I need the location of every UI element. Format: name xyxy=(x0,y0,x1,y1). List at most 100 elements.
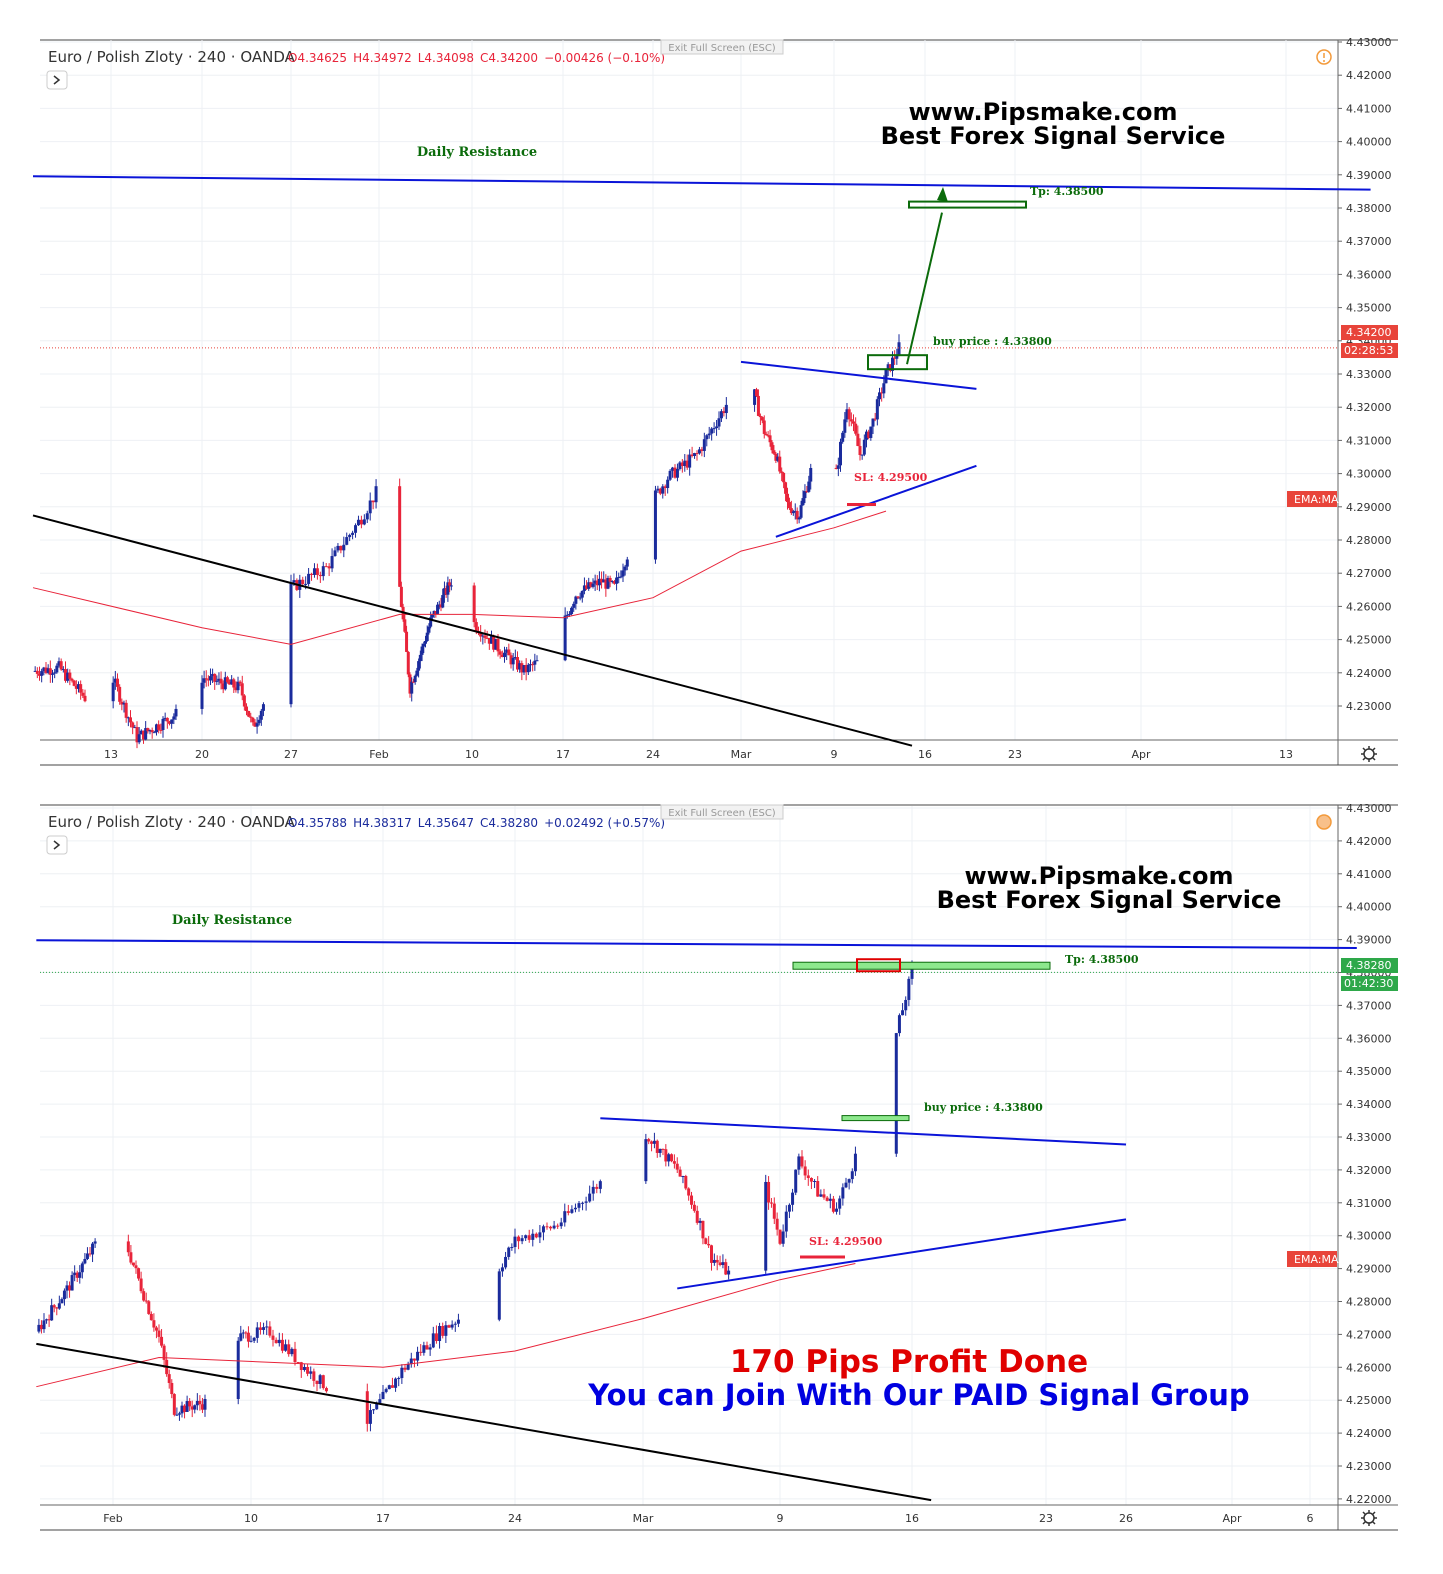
candle-body xyxy=(513,1236,517,1247)
bar-countdown-badge: 02:28:53 xyxy=(1341,343,1398,358)
y-tick-label: 4.41000 xyxy=(1346,102,1392,115)
candle-body xyxy=(149,1313,153,1321)
candle-body xyxy=(139,1278,143,1292)
candle-body xyxy=(48,668,52,675)
candle-body xyxy=(111,682,115,702)
chart-panel-bottom: 4.430004.420004.410004.400004.390004.380… xyxy=(36,802,1398,1531)
candle-body xyxy=(68,1285,72,1291)
y-tick-label: 4.41000 xyxy=(1346,868,1392,881)
candle-body xyxy=(172,1394,176,1415)
candle-body xyxy=(147,1301,151,1314)
candle-body xyxy=(534,1233,538,1238)
alert-clock-icon[interactable] xyxy=(1316,49,1332,65)
candle-body xyxy=(234,687,238,691)
candle-body xyxy=(348,534,352,538)
candle-body xyxy=(262,1327,266,1330)
candle-body xyxy=(142,1291,146,1301)
candle-body xyxy=(277,1339,281,1344)
alert-clock-icon[interactable] xyxy=(1316,814,1332,830)
candle-body xyxy=(472,585,476,623)
candle-body xyxy=(161,718,165,730)
candle-body xyxy=(403,1367,407,1370)
chart-panel-top: 4.43000 4.42000 4.41000 4.40000 4.39000 4.380… xyxy=(32,36,1398,766)
candle-body xyxy=(225,677,229,683)
x-tick-label: 24 xyxy=(508,1512,522,1525)
exit-fullscreen-button[interactable]: Exit Full Screen (ESC) xyxy=(660,804,784,820)
candle-body xyxy=(610,581,614,583)
candle-body xyxy=(520,1238,524,1242)
candle-body xyxy=(174,708,178,717)
settings-button[interactable] xyxy=(1361,1510,1377,1526)
daily-resistance-label: Daily Resistance xyxy=(172,913,292,928)
chevron-right-icon xyxy=(53,840,61,850)
candle-body xyxy=(705,435,709,440)
candle-body xyxy=(424,640,427,644)
x-tick-label: 27 xyxy=(284,748,298,761)
candle-body xyxy=(374,486,378,503)
candle-body xyxy=(865,431,868,440)
candle-body xyxy=(57,1303,61,1309)
candle-body xyxy=(807,481,811,492)
candle-body xyxy=(776,456,780,461)
candle-body xyxy=(666,479,670,489)
brand-tagline: Best Forex Signal Service xyxy=(881,122,1226,150)
candle-body xyxy=(330,556,334,569)
candle-body xyxy=(134,1265,138,1269)
expand-legend-button[interactable] xyxy=(46,70,68,90)
ema-line xyxy=(32,510,887,645)
candle-body xyxy=(809,1177,813,1182)
candle-body xyxy=(671,467,675,471)
candle-body xyxy=(910,967,914,979)
expand-legend-button[interactable] xyxy=(46,835,68,855)
x-tick-label: 17 xyxy=(556,748,570,761)
candle-body xyxy=(406,651,410,675)
candle-body xyxy=(242,695,246,707)
candle-body xyxy=(813,1180,817,1182)
candle-body xyxy=(658,488,662,494)
candle-body xyxy=(839,441,842,466)
candle-body xyxy=(854,423,858,434)
current-price-badge: 4.34200 xyxy=(1341,325,1398,340)
candle-body xyxy=(687,1188,691,1196)
candle-body xyxy=(712,1259,716,1263)
candle-body xyxy=(847,1179,851,1183)
candle-body xyxy=(412,1358,416,1361)
candle-body xyxy=(801,498,805,506)
candle-body xyxy=(168,721,171,724)
y-tick-label: 4.31000 xyxy=(1346,1197,1392,1210)
candle-body xyxy=(503,652,506,658)
candle-body xyxy=(312,1371,316,1381)
candle-body xyxy=(500,1267,504,1272)
y-tick-label: 4.35000 xyxy=(1346,302,1392,315)
y-tick-label: 4.28000 xyxy=(1346,534,1392,547)
candle-body xyxy=(38,673,41,676)
candle-body xyxy=(336,545,340,551)
candle-body xyxy=(858,446,862,456)
candle-body xyxy=(91,1243,95,1255)
y-tick-label: 4.42000 xyxy=(1346,69,1392,82)
candle-body xyxy=(774,453,778,461)
candle-body xyxy=(362,519,366,525)
exit-fullscreen-button[interactable]: Exit Full Screen (ESC) xyxy=(660,39,784,55)
candle-body xyxy=(129,1252,133,1263)
y-tick-label: 4.36000 xyxy=(1346,268,1392,281)
candle-body xyxy=(163,717,167,719)
candle-body xyxy=(487,637,491,644)
candle-body xyxy=(62,1290,66,1300)
candle-body xyxy=(441,1325,445,1336)
gear-icon xyxy=(1363,748,1375,760)
ohlc-high: H4.38317 xyxy=(353,816,412,830)
price-axis: 4.430004.420004.410004.400004.390004.380… xyxy=(1338,802,1392,1506)
candle-body xyxy=(200,682,204,709)
sl-label: SL: 4.29500 xyxy=(854,471,928,484)
candle-body xyxy=(375,1403,379,1410)
candle-body xyxy=(577,1203,581,1208)
candle-body xyxy=(165,717,169,722)
settings-button[interactable] xyxy=(1361,746,1377,762)
candle-body xyxy=(150,730,154,733)
candle-body xyxy=(368,1410,372,1424)
candle-body xyxy=(223,677,227,690)
candle-body xyxy=(549,1226,553,1229)
candle-body xyxy=(589,582,593,587)
ohlc-close: C4.38280 xyxy=(480,816,538,830)
